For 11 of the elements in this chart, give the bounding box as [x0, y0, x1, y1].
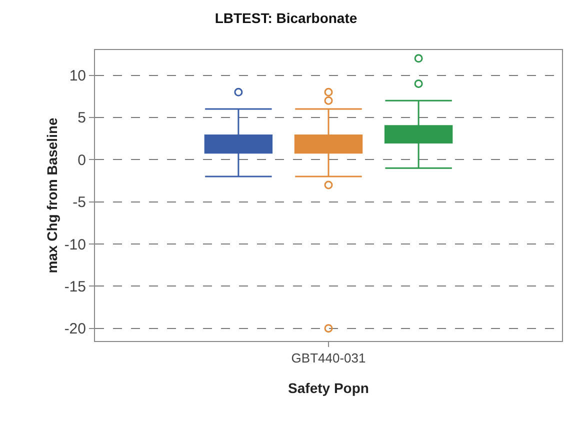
x-axis-title: Safety Popn	[288, 380, 369, 396]
y-axis-title: max Chg from Baseline	[44, 117, 60, 274]
x-tick-label: GBT440-031	[291, 350, 366, 366]
y-tick-label: -10	[64, 236, 86, 254]
y-tick-label: 5	[78, 110, 86, 127]
chart-title: LBTEST: Bicarbonate	[214, 10, 358, 26]
y-tick-label: 10	[69, 68, 86, 85]
y-tick-label: 0	[78, 152, 86, 169]
y-tick-label: -15	[64, 278, 86, 296]
y-tick-label: -20	[64, 320, 86, 338]
y-tick-label: -5	[72, 194, 86, 212]
